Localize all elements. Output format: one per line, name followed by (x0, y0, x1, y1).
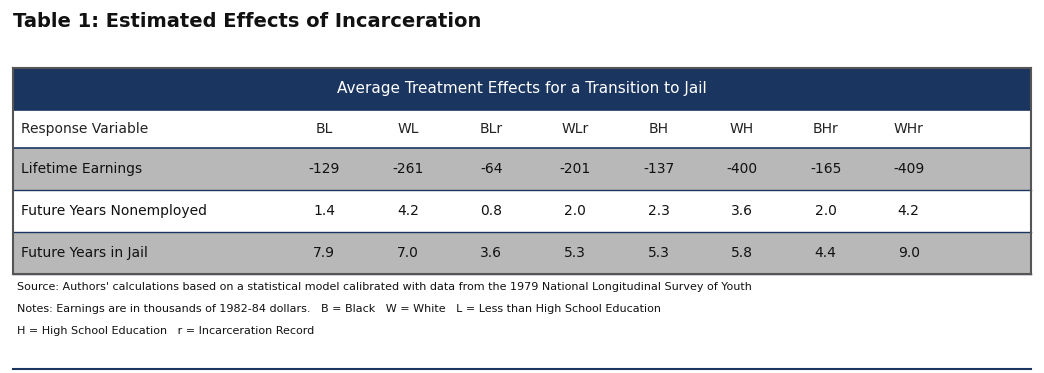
Text: WL: WL (397, 122, 419, 136)
Text: 7.9: 7.9 (313, 246, 335, 260)
Text: 2.0: 2.0 (814, 204, 836, 218)
Text: Future Years in Jail: Future Years in Jail (21, 246, 147, 260)
Text: 4.2: 4.2 (898, 204, 920, 218)
Text: BLr: BLr (480, 122, 503, 136)
Text: 4.2: 4.2 (397, 204, 419, 218)
Text: 1.4: 1.4 (313, 204, 335, 218)
Text: Average Treatment Effects for a Transition to Jail: Average Treatment Effects for a Transiti… (337, 81, 707, 97)
Text: -129: -129 (309, 162, 340, 176)
Text: 3.6: 3.6 (731, 204, 753, 218)
Text: WLr: WLr (562, 122, 589, 136)
Text: 7.0: 7.0 (397, 246, 419, 260)
Text: Source: Authors' calculations based on a statistical model calibrated with data : Source: Authors' calculations based on a… (17, 282, 752, 292)
Text: H = High School Education   r = Incarceration Record: H = High School Education r = Incarcerat… (17, 326, 314, 336)
Text: 3.6: 3.6 (480, 246, 502, 260)
Text: -261: -261 (393, 162, 424, 176)
Text: BHr: BHr (813, 122, 838, 136)
Text: 5.3: 5.3 (647, 246, 669, 260)
Text: -137: -137 (643, 162, 674, 176)
Text: 2.0: 2.0 (564, 204, 586, 218)
Text: Response Variable: Response Variable (21, 122, 148, 136)
Text: Notes: Earnings are in thousands of 1982-84 dollars.   B = Black   W = White   L: Notes: Earnings are in thousands of 1982… (17, 304, 661, 314)
Text: -201: -201 (560, 162, 591, 176)
Text: 0.8: 0.8 (480, 204, 502, 218)
Text: 2.3: 2.3 (647, 204, 669, 218)
Text: BL: BL (315, 122, 333, 136)
Text: 4.4: 4.4 (814, 246, 836, 260)
Text: -409: -409 (893, 162, 924, 176)
Text: 5.3: 5.3 (564, 246, 586, 260)
Text: BH: BH (648, 122, 668, 136)
Text: WHr: WHr (894, 122, 924, 136)
Text: -165: -165 (810, 162, 841, 176)
Text: Future Years Nonemployed: Future Years Nonemployed (21, 204, 207, 218)
Text: 9.0: 9.0 (898, 246, 920, 260)
Text: -400: -400 (727, 162, 758, 176)
Text: Lifetime Earnings: Lifetime Earnings (21, 162, 142, 176)
Text: WH: WH (730, 122, 754, 136)
Text: Table 1: Estimated Effects of Incarceration: Table 1: Estimated Effects of Incarcerat… (13, 12, 481, 31)
Text: -64: -64 (480, 162, 502, 176)
Text: 5.8: 5.8 (731, 246, 753, 260)
